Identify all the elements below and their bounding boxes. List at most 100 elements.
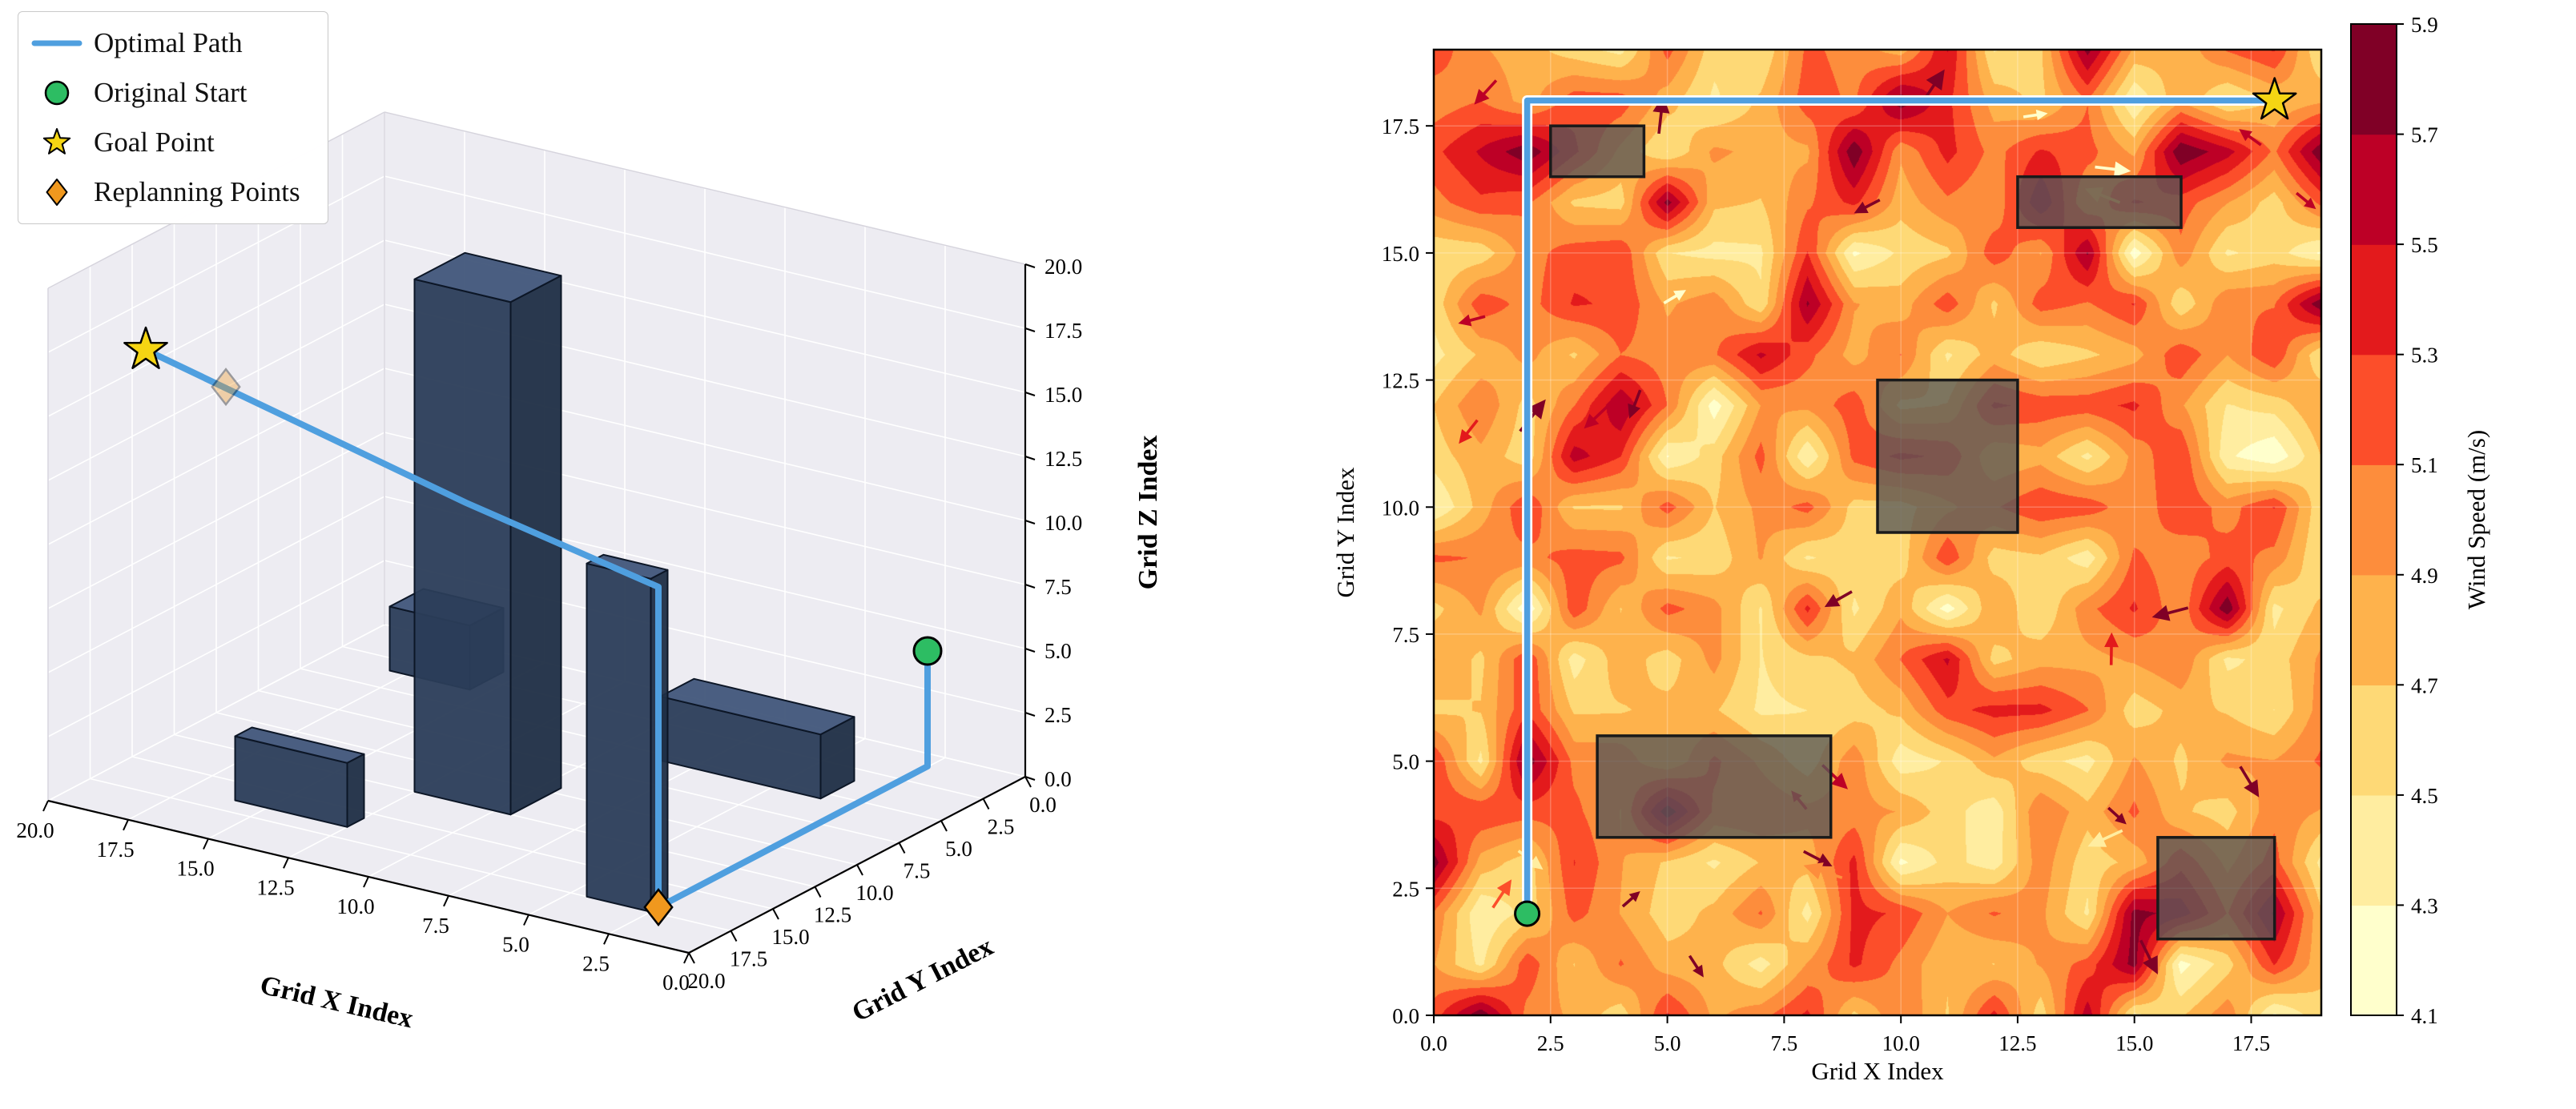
x-tick-label: 15.0 (2115, 1031, 2153, 1055)
colorbar-tick-label: 5.5 (2411, 233, 2438, 257)
wind-arrow-head (2142, 955, 2158, 974)
x-tick-label: 2.5 (582, 951, 610, 975)
wind-arrow-icon (2295, 191, 2316, 210)
obstacle-rect (2016, 175, 2183, 229)
x-tick (523, 914, 529, 926)
grid-line (384, 175, 1026, 329)
z-tick (1024, 648, 1036, 653)
wind-arrow-icon (2151, 605, 2189, 621)
replanning-diamond-icon (643, 887, 674, 927)
axes-frame (1432, 48, 2323, 1017)
legend: Optimal Path Original Start Goal Point R… (18, 11, 328, 224)
z-tick (1024, 327, 1036, 332)
z-tick-label: 10.0 (1044, 511, 1082, 535)
wind-arrow-icon (1803, 862, 1843, 880)
x-tick-label: 5.0 (1654, 1031, 1681, 1055)
y-tick (940, 820, 948, 832)
legend-label-optimal-path: Optimal Path (94, 27, 243, 58)
z-tick (1024, 776, 1036, 781)
wind-arrow-head (2087, 831, 2107, 847)
legend-label-replanning-points: Replanning Points (94, 176, 300, 207)
obstacle-rect (1549, 124, 1646, 179)
wind-arrow-head (1854, 201, 1869, 214)
wind-arrow-icon (2139, 939, 2158, 974)
replanning-diamond-icon (211, 368, 241, 407)
x-tick-label: 17.5 (2232, 1031, 2270, 1055)
z-tick-label: 0.0 (1044, 767, 1072, 791)
wind-arrow-icon (1854, 199, 1881, 214)
y-tick-label: 15.0 (771, 925, 809, 949)
wind-arrow-head (2114, 161, 2131, 178)
wind-arrow-icon (2239, 765, 2260, 798)
y-tick (898, 842, 906, 854)
y-tick-label: 12.5 (1382, 369, 1419, 393)
y-tick-label: 17.5 (1382, 115, 1419, 139)
wind-arrow-icon (2104, 632, 2119, 665)
obstacle-face-top (413, 251, 562, 303)
legend-label-original-start: Original Start (94, 77, 248, 108)
wind-arrow-head (1628, 403, 1641, 419)
y-tick-label: 15.0 (1382, 242, 1419, 266)
x-tick (283, 857, 289, 869)
wind-arrow-head (1527, 399, 1546, 420)
obstacle-face-right (346, 753, 365, 828)
y-axis-label-2d: Grid Y Index (1331, 467, 1359, 597)
wind-arrow-head (1496, 879, 1512, 897)
x-axis-label-2d: Grid X Index (1811, 1057, 1944, 1085)
y-tick (1024, 776, 1032, 788)
colorbar-band (2351, 24, 2397, 135)
x-tick (42, 800, 49, 812)
z-tick (1024, 392, 1036, 396)
obstacle-rect (1596, 734, 1833, 839)
z-tick (1024, 520, 1036, 524)
wind-arrow-icon (1458, 314, 1486, 327)
wind-arrow-icon (2107, 806, 2127, 825)
x-tick-label: 7.5 (1771, 1031, 1798, 1055)
x-tick-label: 10.0 (336, 894, 374, 918)
legend-item-replanning-points: Replanning Points (31, 175, 300, 209)
wind-arrow-icon (1824, 590, 1853, 608)
wind-arrow-icon (1628, 389, 1642, 419)
wind-arrow-icon (1663, 290, 1686, 305)
colorbar-tick-label: 5.1 (2411, 453, 2438, 477)
replanning-diamond-icon (46, 179, 68, 206)
legend-star-glyph (42, 128, 71, 155)
wind-arrow-head (1673, 290, 1686, 301)
wind-arrow-head (2104, 632, 2119, 648)
wind-arrow-icon (2239, 129, 2262, 147)
obstacle-face-front (586, 562, 652, 913)
y-tick-label: 20.0 (687, 969, 725, 993)
colorbar-tick-label: 4.7 (2411, 673, 2438, 697)
legend-circle-glyph (44, 80, 70, 106)
colorbar-band (2351, 354, 2397, 465)
y-tick-label: 7.5 (904, 859, 931, 883)
grid-line (47, 303, 385, 481)
goal-star-icon (123, 326, 168, 369)
wind-arrow-head (2244, 779, 2260, 798)
z-tick-label: 7.5 (1044, 575, 1072, 599)
wind-arrow-head (1824, 593, 1841, 608)
y-tick-label: 5.0 (945, 837, 972, 861)
colorbar-tick-label: 5.9 (2411, 13, 2438, 37)
colorbar-band (2351, 905, 2397, 1016)
y-tick-label: 0.0 (1029, 793, 1057, 817)
y-tick-label: 12.5 (814, 903, 851, 927)
obstacle-rect (1876, 378, 2019, 534)
grid-line (47, 368, 385, 545)
y-tick-label: 17.5 (730, 947, 767, 971)
pane-edge (384, 111, 1026, 265)
wind-arrow-head (2239, 129, 2252, 142)
goal-star-icon (42, 128, 71, 155)
y-tick (982, 798, 990, 810)
wind-arrow-head (2304, 197, 2316, 210)
y-tick (772, 908, 779, 920)
x-tick-label: 0.0 (662, 970, 690, 994)
optimal-path-2d (1523, 97, 2278, 917)
obstacle-face-right (509, 275, 562, 816)
colorbar-band (2351, 244, 2397, 356)
obstacle-box (234, 726, 365, 828)
x-tick (363, 876, 369, 888)
z-tick-label: 12.5 (1044, 447, 1082, 471)
z-tick (1024, 712, 1036, 717)
